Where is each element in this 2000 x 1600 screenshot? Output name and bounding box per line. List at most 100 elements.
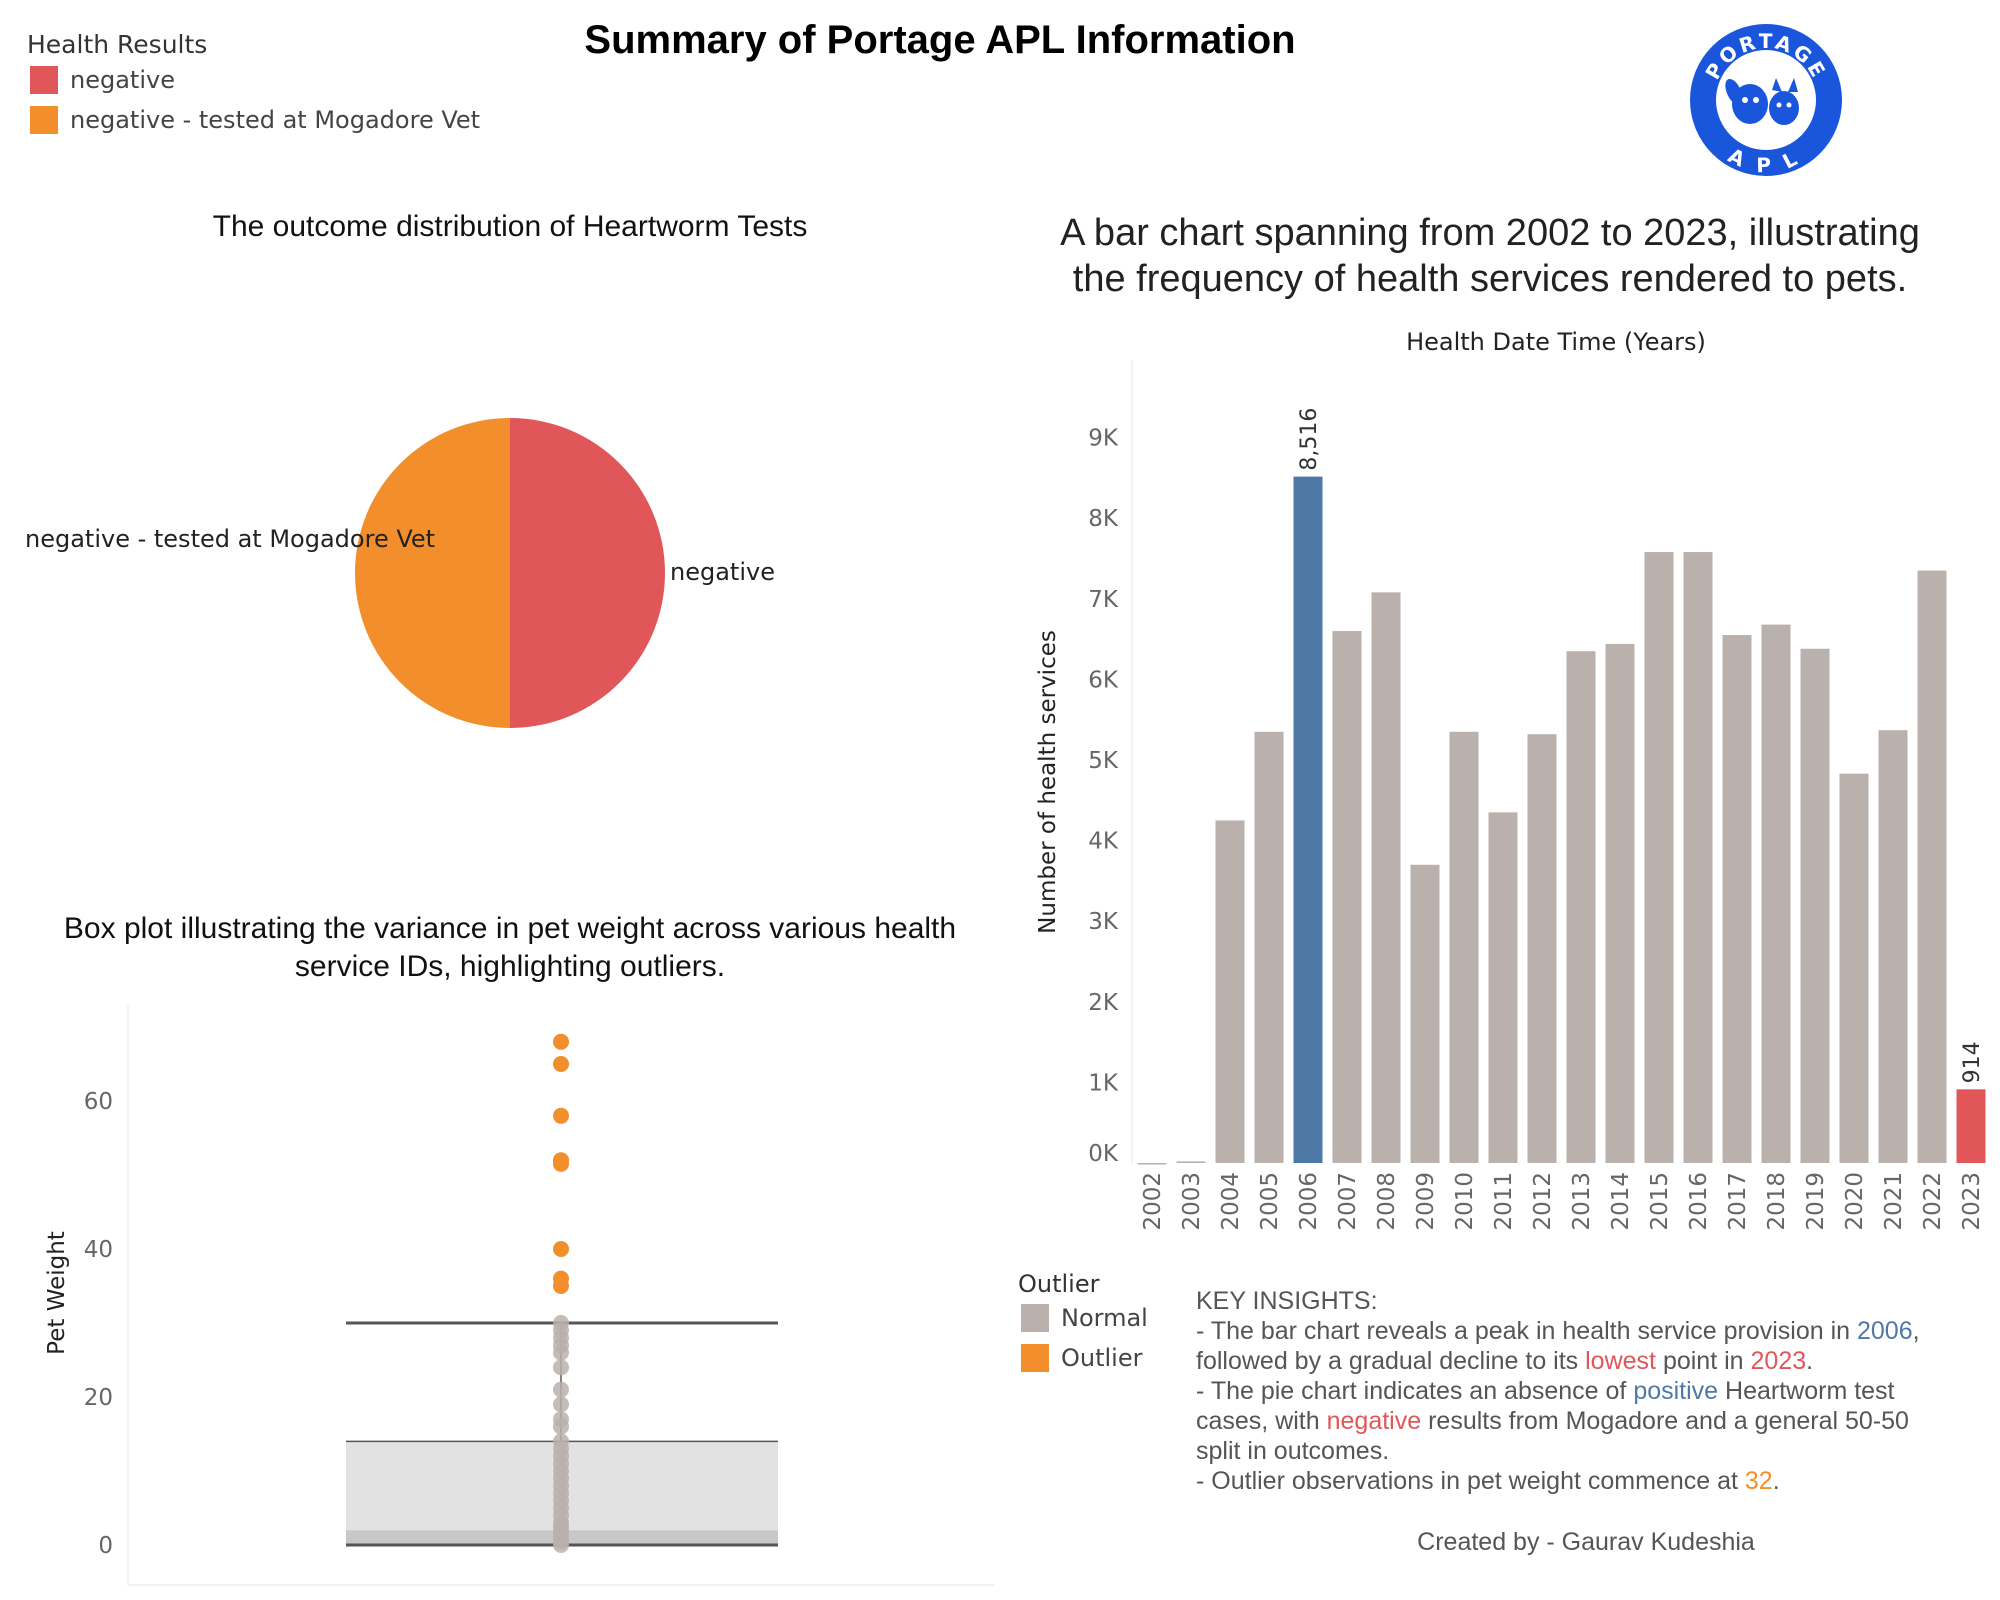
bar-y-tick-label: 8K (1088, 506, 1119, 532)
bar-2004 (1215, 820, 1245, 1163)
insights-line5: split in outcomes. (1196, 1437, 1390, 1465)
legend-item-negative[interactable]: negative (30, 66, 175, 94)
bar-x-tick-label: 2018 (1764, 1172, 1790, 1231)
bar-x-tick-label: 2013 (1569, 1172, 1595, 1231)
bar-x-tick-label: 2017 (1725, 1172, 1751, 1231)
bar-x-tick-label: 2019 (1803, 1172, 1829, 1231)
box-y-axis-title: Pet Weight (44, 1231, 70, 1355)
bar-y-tick-label: 3K (1088, 909, 1119, 935)
box-plot: Pet Weight 0 20 40 60 (44, 1005, 995, 1586)
bar-2022 (1917, 570, 1947, 1163)
box-point-normal (553, 1359, 569, 1376)
box-plot-title: Box plot illustrating the variance in pe… (20, 910, 1000, 986)
outlier-label-outlier: Outlier (1061, 1344, 1143, 1372)
box-y-tick-label: 40 (84, 1237, 113, 1263)
bar-chart: Health Date Time (Years) Number of health… (1035, 328, 1986, 1231)
bar-x-tick-label: 2016 (1686, 1172, 1712, 1231)
box-point-outlier (553, 1270, 569, 1287)
bar-x-tick-label: 2002 (1140, 1172, 1166, 1231)
bar-y-tick-label: 5K (1088, 748, 1119, 774)
bar-x-tick-label: 2010 (1452, 1172, 1478, 1231)
box-point-normal (553, 1396, 569, 1413)
box-y-tick-label: 20 (84, 1385, 113, 1411)
bar-x-tick-label: 2006 (1296, 1172, 1322, 1231)
bar-y-tick-label: 7K (1088, 587, 1119, 613)
insights-line2: followed by a gradual decline to its low… (1196, 1347, 1814, 1375)
box-plot-title-line1: Box plot illustrating the variance in pe… (63, 912, 957, 945)
bar-x-tick-label: 2007 (1335, 1172, 1361, 1231)
bar-y-tick-label: 9K (1088, 426, 1119, 452)
bar-x-axis-title: Health Date Time (Years) (1406, 328, 1706, 356)
bar-2018 (1761, 624, 1791, 1163)
pie-label-negative: negative (670, 558, 775, 586)
bar-2008 (1371, 592, 1401, 1163)
insight-positive: positive (1633, 1377, 1719, 1405)
box-point-normal (553, 1315, 569, 1331)
bar-y-tick-label: 6K (1088, 667, 1119, 693)
bar-x-tick-label: 2011 (1491, 1172, 1517, 1231)
legend-item-mogadore[interactable]: negative - tested at Mogadore Vet (30, 106, 480, 134)
dashboard-title: Summary of Portage APL Information (584, 18, 1296, 62)
insight-negative: negative (1326, 1407, 1422, 1435)
insights-line6: - Outlier observations in pet weight com… (1196, 1467, 1780, 1495)
box-point-outlier (553, 1241, 569, 1257)
bar-chart-title-line2: the frequency of health services rendere… (1072, 258, 1908, 300)
bar-y-tick-label: 2K (1088, 990, 1119, 1016)
bar-2012 (1527, 734, 1557, 1163)
pie-label-mogadore: negative - tested at Mogadore Vet (25, 525, 435, 553)
bar-data-label-2023: 914 (1960, 1041, 1985, 1083)
insight-outlier-value: 32 (1744, 1467, 1773, 1495)
bar-2013 (1566, 651, 1596, 1163)
bar-x-tick-label: 2003 (1179, 1172, 1205, 1231)
outlier-legend-item-normal[interactable]: Normal (1021, 1304, 1148, 1332)
bar-chart-title-line1: A bar chart spanning from 2002 to 2023, … (1060, 212, 1920, 254)
bar-2019 (1800, 648, 1830, 1163)
pie-chart-title: The outcome distribution of Heartworm Te… (212, 210, 808, 243)
bar-2017 (1722, 635, 1752, 1163)
bar-2007 (1332, 631, 1362, 1163)
bar-x-tick-label: 2005 (1257, 1172, 1283, 1231)
bar-2009 (1410, 864, 1440, 1163)
bar-2005 (1254, 731, 1284, 1163)
outlier-legend-title: Outlier (1018, 1270, 1100, 1298)
box-y-tick-label: 0 (98, 1533, 113, 1559)
bar-2003 (1176, 1161, 1206, 1163)
box-point-normal (553, 1381, 569, 1398)
bar-2021 (1878, 730, 1908, 1163)
insight-year-2023: 2023 (1750, 1347, 1807, 1375)
bar-x-tick-label: 2020 (1842, 1172, 1868, 1231)
bar-chart-title: A bar chart spanning from 2002 to 2023, … (1030, 210, 1950, 302)
bar-x-tick-label: 2012 (1530, 1172, 1556, 1231)
credit-text: Created by - Gaurav Kudeshia (1417, 1528, 1755, 1556)
bar-x-tick-label: 2023 (1959, 1172, 1985, 1231)
insight-year-2006: 2006 (1857, 1317, 1913, 1345)
dog-cat-icon (1725, 78, 1799, 125)
bar-data-label-2006: 8,516 (1297, 408, 1322, 471)
outlier-legend-item-outlier[interactable]: Outlier (1021, 1344, 1142, 1372)
box-point-outlier (553, 1033, 569, 1050)
bar-2006 (1293, 476, 1323, 1163)
bar-2002 (1137, 1163, 1167, 1165)
bar-2020 (1839, 773, 1869, 1163)
pie-slice-1 (355, 418, 510, 728)
bar-x-tick-label: 2009 (1413, 1172, 1439, 1231)
insights-line3: - The pie chart indicates an absence of … (1196, 1377, 1895, 1405)
box-point-normal (553, 1411, 569, 1428)
box-plot-title-line2: service IDs, highlighting outliers. (294, 950, 726, 983)
box-point-outlier (553, 1107, 569, 1124)
insights-heading: KEY INSIGHTS: (1196, 1287, 1378, 1315)
pie-chart: negative negative - tested at Mogadore Ve… (25, 418, 775, 728)
legend-swatch-negative (30, 66, 58, 94)
bar-x-tick-label: 2004 (1218, 1172, 1244, 1231)
bar-x-tick-label: 2008 (1374, 1172, 1400, 1231)
key-insights: KEY INSIGHTS: - The bar chart reveals a … (1196, 1286, 1976, 1496)
box-y-tick-label: 60 (84, 1089, 113, 1115)
box-point-normal (553, 1433, 569, 1450)
legend-label-negative: negative (70, 66, 175, 94)
box-point-outlier (553, 1056, 569, 1072)
outlier-swatch-outlier (1021, 1344, 1049, 1372)
bar-2011 (1488, 812, 1518, 1163)
insights-line4: cases, with negative results from Mogado… (1196, 1407, 1909, 1435)
bar-2010 (1449, 731, 1479, 1163)
legend-label-mogadore: negative - tested at Mogadore Vet (70, 106, 481, 134)
